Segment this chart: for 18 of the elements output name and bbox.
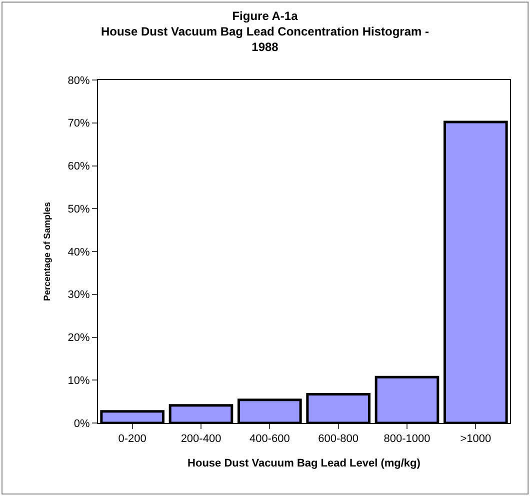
y-tick-label: 80% xyxy=(68,74,90,87)
y-tick-label: 40% xyxy=(68,246,90,258)
y-tick-label: 30% xyxy=(68,289,90,302)
x-axis-title: House Dust Vacuum Bag Lead Level (mg/kg) xyxy=(188,457,421,470)
x-tick-label: >1000 xyxy=(460,433,492,446)
y-tick-label: 0% xyxy=(74,418,90,430)
x-tick-label: 800-1000 xyxy=(384,433,430,446)
y-tick-label: 60% xyxy=(68,160,90,173)
chart-title: Figure A-1a House Dust Vacuum Bag Lead Concentration Histogram - 1988 xyxy=(100,8,430,54)
x-tick-label: 400-600 xyxy=(249,433,290,446)
x-tick-label: 0-200 xyxy=(118,433,146,446)
y-tick-label: 10% xyxy=(68,374,90,387)
x-tick-label: 600-800 xyxy=(318,433,359,446)
y-tick-label: 70% xyxy=(68,118,90,130)
y-tick-label: 20% xyxy=(68,332,90,344)
y-tick-label: 50% xyxy=(68,203,90,216)
y-axis-title: Percentage of Samples xyxy=(42,202,52,302)
x-tick-label: 200-400 xyxy=(180,433,222,446)
